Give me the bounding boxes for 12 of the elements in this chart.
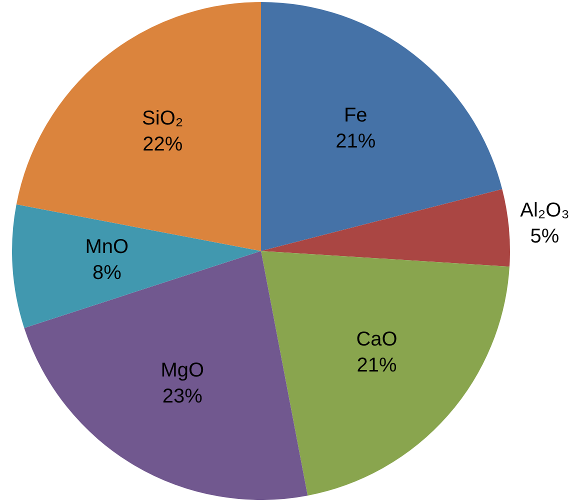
data-label: 23%	[162, 385, 203, 408]
data-label: 21%	[356, 354, 398, 377]
slice-label: Fe	[344, 104, 368, 127]
data-label: 22%	[142, 134, 183, 156]
slice-label: CaO	[356, 328, 398, 351]
data-label: 8%	[92, 262, 122, 284]
slice-label: SiO₂	[142, 108, 184, 130]
data-label: 5%	[530, 226, 560, 248]
slice-label: MgO	[160, 359, 204, 382]
slice-label: Al₂O₃	[520, 200, 569, 222]
data-label: 21%	[336, 130, 376, 153]
slice-label: MnO	[85, 236, 129, 258]
